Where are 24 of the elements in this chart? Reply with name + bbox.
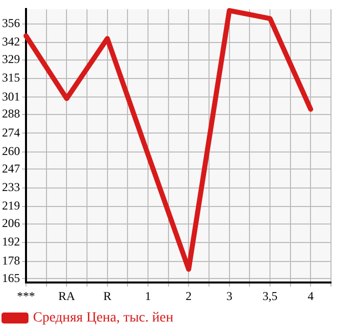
- x-tick-label: 2: [186, 288, 192, 303]
- y-tick-label: 165: [2, 270, 20, 285]
- y-tick-label: 192: [2, 234, 20, 249]
- x-tick-label: RA: [58, 288, 76, 303]
- y-tick-label: 288: [2, 106, 20, 121]
- x-tick-label: 3: [226, 288, 232, 303]
- y-tick-label: 206: [2, 216, 20, 230]
- y-tick-label: 329: [2, 52, 20, 66]
- y-tick-label: 178: [2, 253, 20, 268]
- y-tick-label: 356: [2, 16, 20, 30]
- x-tick-label: 4: [308, 288, 314, 303]
- legend-label: Средняя Цена, тыс. йен: [33, 310, 174, 326]
- y-tick-label: 315: [2, 70, 20, 85]
- x-tick-label: 1: [145, 288, 151, 303]
- y-tick-label: 301: [2, 89, 20, 104]
- x-tick-label: ***: [17, 288, 35, 303]
- y-tick-label: 247: [2, 161, 20, 176]
- y-tick-label: 274: [2, 125, 20, 140]
- y-tick-label: 260: [2, 144, 20, 158]
- y-tick-label: 219: [2, 198, 20, 213]
- y-tick-label: 342: [2, 34, 20, 49]
- x-tick-label: 3,5: [262, 288, 278, 303]
- x-tick-label: R: [103, 288, 112, 303]
- y-tick-label: 233: [2, 180, 20, 194]
